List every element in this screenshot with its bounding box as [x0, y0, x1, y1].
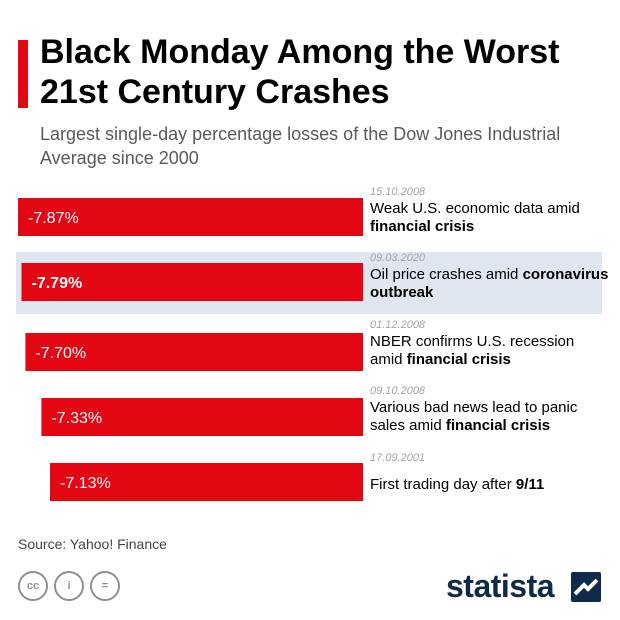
- event-description-emphasis: financial crisis: [406, 351, 511, 368]
- event-date: 15.10.2008: [370, 186, 426, 198]
- statista-logo-icon[interactable]: [571, 572, 601, 602]
- title-accent-bar: [18, 40, 28, 108]
- event-description: Weak U.S. economic data amid financial c…: [370, 200, 610, 236]
- event-description-text: NBER confirms U.S. recession amid: [370, 333, 575, 368]
- bar-value-label: -7.87%: [28, 210, 79, 227]
- event-description-text: Various bad news lead to panic sales ami…: [370, 399, 578, 434]
- event-description-text: Oil price crashes amid: [370, 266, 523, 283]
- event-description-emphasis: financial crisis: [370, 218, 475, 235]
- no-derivatives-icon[interactable]: =: [90, 571, 120, 601]
- event-description: NBER confirms U.S. recession amid financ…: [370, 333, 610, 369]
- chart-title: Black Monday Among the Worst 21st Centur…: [40, 33, 560, 111]
- event-description-text: Weak U.S. economic data amid: [370, 200, 580, 217]
- statista-logo-text[interactable]: statista: [446, 568, 555, 604]
- event-description: Oil price crashes amid coronavirus outbr…: [370, 266, 610, 302]
- event-date: 17.09.2001: [370, 452, 426, 464]
- bar-value-label: -7.13%: [60, 475, 111, 492]
- bar-17.09.2001: [50, 463, 363, 501]
- event-description: Various bad news lead to panic sales ami…: [370, 399, 610, 435]
- license-icons: cc i =: [18, 571, 120, 601]
- attribution-icon[interactable]: i: [54, 571, 84, 601]
- event-date: 09.03.2020: [370, 252, 426, 264]
- event-description-emphasis: coronavirus outbreak: [370, 266, 609, 301]
- bar-15.10.2008: [18, 198, 363, 236]
- event-date: 09.10.2008: [370, 385, 426, 397]
- event-description-text: First trading day after: [370, 476, 516, 493]
- bar-01.12.2008: [25, 333, 364, 371]
- event-description-emphasis: financial crisis: [445, 417, 551, 434]
- bar-value-label: -7.79%: [32, 275, 83, 292]
- bar-value-label: -7.33%: [51, 410, 102, 427]
- bar-09.03.2020: [21, 263, 363, 301]
- bar-value-label: -7.70%: [35, 345, 86, 362]
- event-description-emphasis: 9/11: [515, 476, 545, 493]
- event-date: 01.12.2008: [370, 319, 426, 331]
- cc-icon[interactable]: cc: [18, 571, 48, 601]
- chart-subtitle: Largest single-day percentage losses of …: [40, 124, 561, 168]
- event-description: First trading day after 9/11: [370, 476, 610, 494]
- source-note: Source: Yahoo! Finance: [18, 536, 167, 552]
- bar-09.10.2008: [41, 398, 364, 436]
